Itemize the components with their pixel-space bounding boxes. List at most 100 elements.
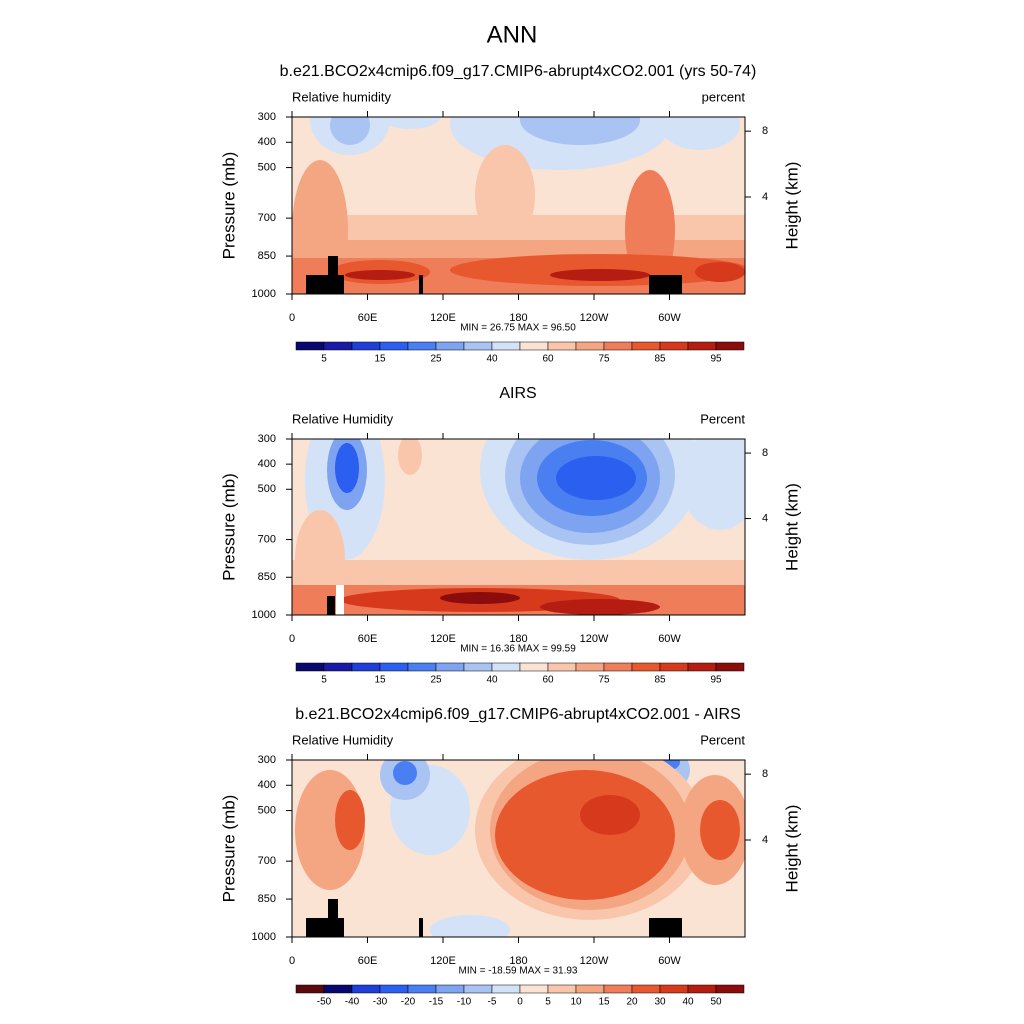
variable-label: Relative humidity: [292, 89, 391, 104]
y2-axis-title: Height (km): [782, 805, 801, 893]
colorbar-box: [575, 984, 605, 994]
y2-tick-label: 8: [762, 768, 768, 780]
x-tick-label: 180: [509, 312, 527, 324]
colorbar-label: 20: [626, 997, 638, 1008]
colorbar-label: 95: [710, 675, 722, 686]
colorbar-label: 5: [545, 997, 551, 1008]
colorbar-box: [547, 341, 577, 351]
colorbar-box: [407, 984, 437, 994]
y-tick-label: 700: [258, 212, 276, 224]
colorbar-box: [323, 662, 353, 672]
x-tick-label: 60E: [358, 955, 378, 967]
colorbar-label: 15: [598, 997, 610, 1008]
colorbar-box: [351, 662, 381, 672]
y-tick-label: 850: [258, 893, 276, 905]
y2-tick-label: 4: [762, 834, 768, 846]
panel-title: b.e21.BCO2x4cmip6.f09_g17.CMIP6-abrupt4x…: [295, 706, 741, 723]
colorbar-box: [687, 984, 717, 994]
colorbar-box: [715, 662, 745, 672]
y-tick-label: 850: [258, 571, 276, 583]
x-tick-label: 120E: [430, 955, 456, 967]
colorbar-label: 5: [321, 354, 327, 365]
colorbar-box: [519, 984, 549, 994]
colorbar-label: -20: [401, 997, 416, 1008]
colorbar-label: 60: [542, 354, 554, 365]
colorbar-label: 0: [517, 997, 523, 1008]
colorbar-box: [659, 662, 689, 672]
colorbar-box: [519, 341, 549, 351]
y-tick-label: 500: [258, 483, 276, 495]
colorbar-box: [435, 341, 465, 351]
colorbar-box: [575, 341, 605, 351]
contour-field: [292, 117, 745, 294]
y-axis-title: Pressure (mb): [219, 473, 238, 581]
colorbar-label: 40: [486, 675, 498, 686]
contour-field: [292, 439, 745, 615]
min-max-stats: MIN = 16.36 MAX = 99.59: [460, 644, 576, 655]
contour-field: [292, 760, 745, 937]
y-tick-label: 500: [258, 804, 276, 816]
units-label: Percent: [700, 732, 745, 747]
y2-tick-label: 8: [762, 125, 768, 137]
colorbar-label: 60: [542, 675, 554, 686]
x-tick-label: 60W: [658, 312, 681, 324]
colorbar-label: -10: [457, 997, 472, 1008]
colorbar-box: [435, 984, 465, 994]
y-tick-label: 700: [258, 855, 276, 867]
colorbar-label: -5: [488, 997, 497, 1008]
colorbar-label: 40: [486, 354, 498, 365]
colorbar-label: 5: [321, 675, 327, 686]
y-tick-label: 700: [258, 533, 276, 545]
colorbar-box: [715, 984, 745, 994]
colorbar-box: [603, 662, 633, 672]
colorbar-box: [323, 984, 353, 994]
colorbar-box: [547, 662, 577, 672]
y-tick-label: 1000: [252, 288, 276, 300]
colorbar-box: [491, 341, 521, 351]
y-tick-label: 300: [258, 111, 276, 123]
x-tick-label: 0: [289, 633, 295, 645]
x-tick-label: 0: [289, 312, 295, 324]
colorbar-box: [631, 984, 661, 994]
units-label: Percent: [700, 411, 745, 426]
colorbar-label: 75: [598, 354, 610, 365]
panel-title: AIRS: [499, 385, 536, 402]
colorbar-label: 15: [374, 675, 386, 686]
x-tick-label: 60E: [358, 312, 378, 324]
y2-axis-title: Height (km): [782, 483, 801, 571]
y2-axis-title: Height (km): [782, 162, 801, 250]
colorbar-box: [491, 984, 521, 994]
y-tick-label: 500: [258, 161, 276, 173]
min-max-stats: MIN = -18.59 MAX = 31.93: [459, 966, 578, 977]
y-tick-label: 850: [258, 250, 276, 262]
y2-tick-label: 4: [762, 191, 768, 203]
y-tick-label: 400: [258, 779, 276, 791]
colorbar-label: 50: [710, 997, 722, 1008]
colorbar-label: 85: [654, 675, 666, 686]
colorbar-box: [687, 662, 717, 672]
x-tick-label: 60E: [358, 633, 378, 645]
variable-label: Relative Humidity: [292, 732, 394, 747]
colorbar-box: [491, 662, 521, 672]
x-tick-label: 60W: [658, 955, 681, 967]
colorbar-box: [463, 984, 493, 994]
colorbar-box: [379, 984, 409, 994]
figure-title: ANN: [487, 21, 538, 48]
y-tick-label: 400: [258, 458, 276, 470]
colorbar-box: [631, 662, 661, 672]
colorbar-label: 95: [710, 354, 722, 365]
colorbar-label: 10: [570, 997, 582, 1008]
y-tick-label: 400: [258, 136, 276, 148]
panel-title: b.e21.BCO2x4cmip6.f09_g17.CMIP6-abrupt4x…: [280, 63, 757, 80]
colorbar-box: [687, 341, 717, 351]
colorbar-label: 40: [682, 997, 694, 1008]
variable-label: Relative Humidity: [292, 411, 394, 426]
colorbar-box: [379, 662, 409, 672]
colorbar-box: [575, 662, 605, 672]
x-tick-label: 0: [289, 955, 295, 967]
colorbar-box: [631, 341, 661, 351]
y-axis-title: Pressure (mb): [219, 795, 238, 903]
y-tick-label: 300: [258, 754, 276, 766]
colorbar-box: [295, 984, 325, 994]
